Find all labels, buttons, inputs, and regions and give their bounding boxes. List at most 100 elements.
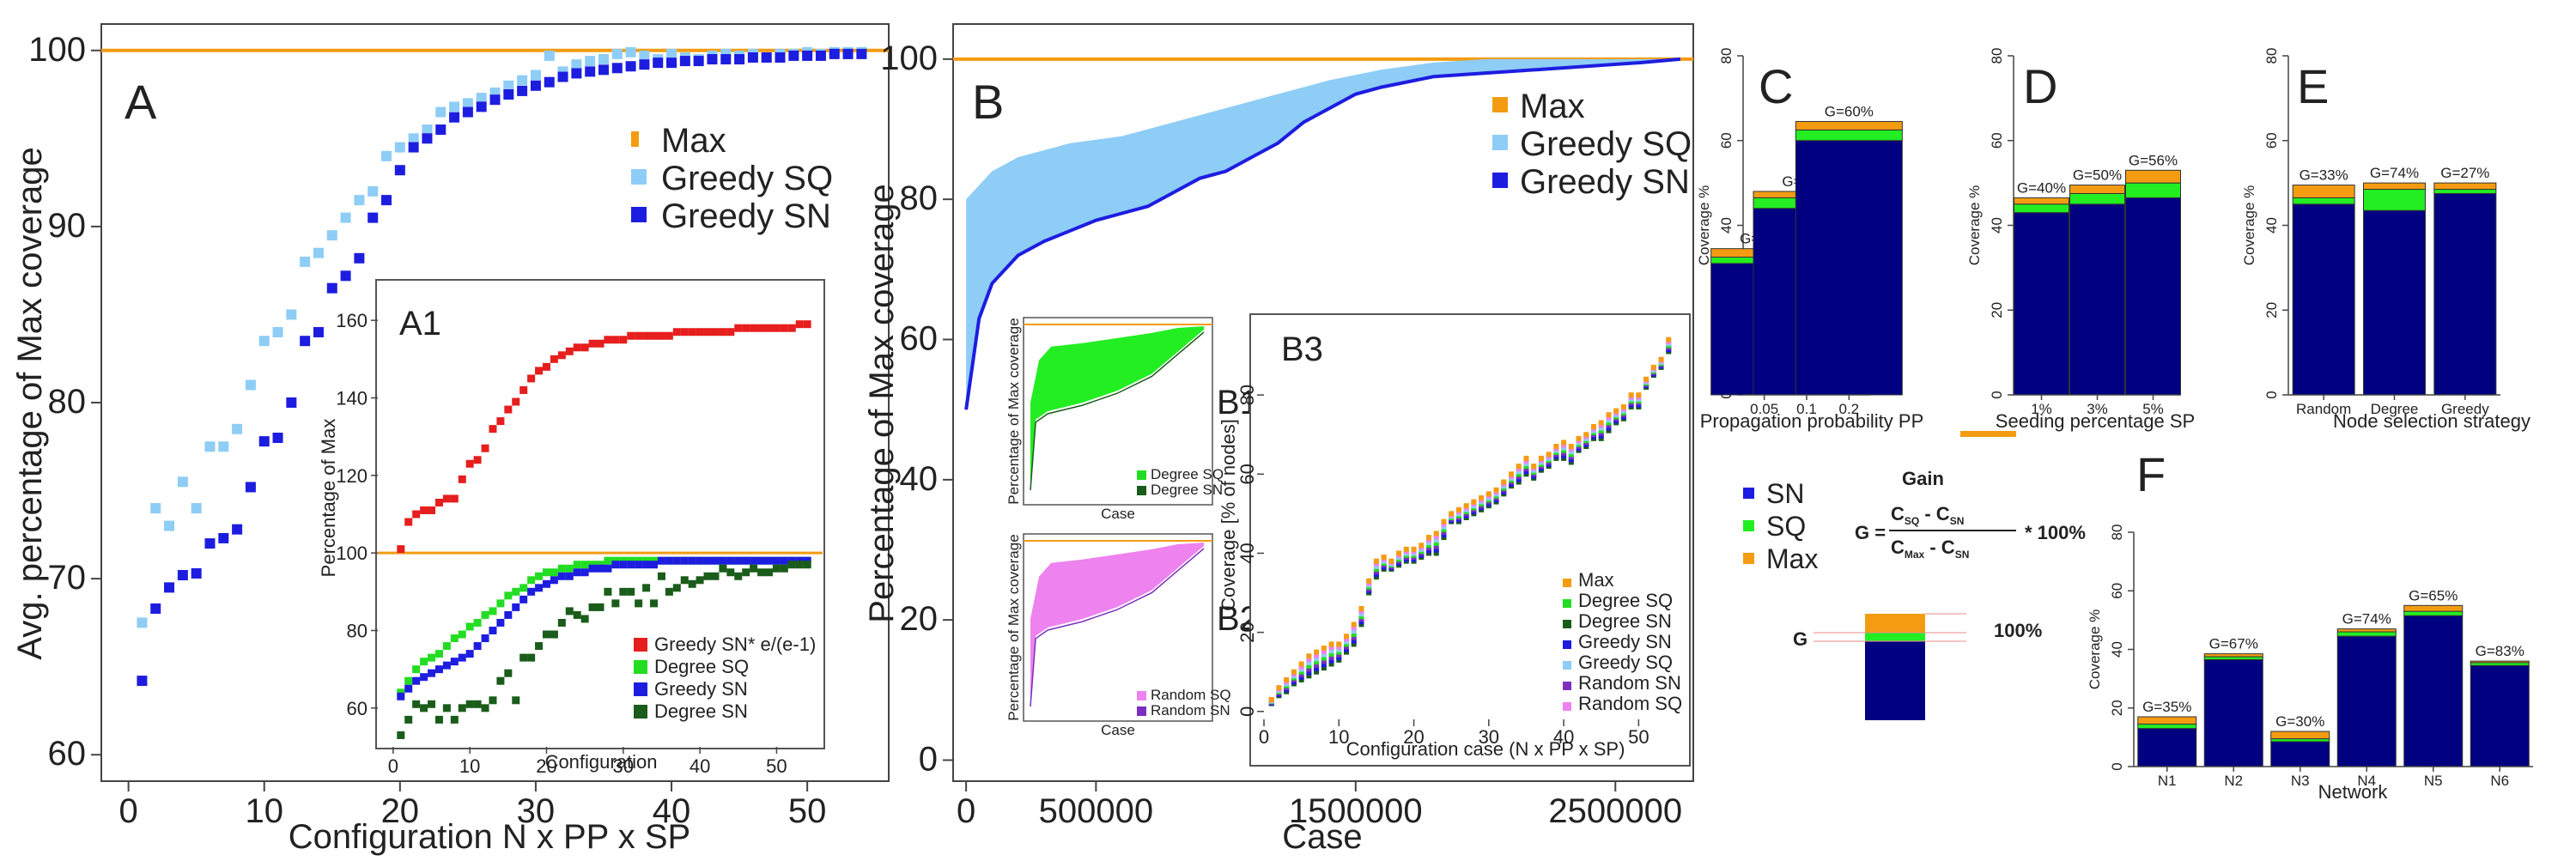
- panel-a-point: [258, 436, 270, 447]
- panel-a1-point: [772, 564, 781, 573]
- panel-a-ytick-label: 70: [48, 559, 87, 597]
- panel-b-legend-item: Greedy SN: [1520, 163, 1690, 201]
- panel-b3-point: [1598, 425, 1604, 431]
- panel-b3-point: [1613, 408, 1619, 414]
- panel-a1-point: [404, 518, 413, 526]
- panel-b3-point: [1426, 548, 1431, 554]
- panel-f-ytick-label: 60: [2109, 583, 2125, 599]
- panel-a1-point: [719, 564, 727, 573]
- panel-a-point: [422, 133, 433, 144]
- panel-a1-point: [565, 572, 574, 580]
- panel-a1-point: [635, 599, 643, 608]
- panel-b3-point: [1419, 543, 1425, 549]
- panel-b3-point: [1568, 446, 1574, 452]
- panel-b3-point: [1306, 659, 1312, 665]
- panel-a1-point: [450, 715, 459, 724]
- panel-b3-point: [1358, 609, 1364, 615]
- panel-a-point: [272, 326, 283, 337]
- panel-b-ytick-label: 60: [900, 320, 939, 358]
- panel-a-point: [300, 256, 311, 267]
- panel-a1-point: [719, 556, 727, 565]
- panel-a-point: [544, 76, 555, 88]
- panel-a1-point: [428, 700, 436, 708]
- panel-a1-point: [565, 347, 574, 355]
- panel-a-point: [625, 46, 636, 58]
- panel-a-point: [340, 212, 351, 223]
- panel-b3-point: [1358, 611, 1364, 617]
- gain-diagram-sn: [1865, 641, 1925, 720]
- panel-b3-point: [1598, 422, 1604, 428]
- panel-a-point: [530, 70, 541, 81]
- panel-a1-point: [458, 704, 466, 712]
- panel-b3-legend-item: Degree SQ: [1578, 590, 1673, 611]
- panel-d-bar-sq: [2069, 192, 2125, 205]
- panel-d-label: D: [2023, 59, 2057, 113]
- panel-d-ytick-label: 20: [1989, 302, 2005, 318]
- panel-b3-point: [1351, 638, 1357, 644]
- panel-a1-point: [604, 564, 612, 573]
- panel-b2-xlabel: Case: [1101, 722, 1135, 738]
- panel-b2-ylabel: Percentage of Max coverage: [1005, 534, 1022, 720]
- panel-b3-point: [1433, 534, 1439, 540]
- panel-a-xlabel: Configuration N x PP x SP: [289, 818, 690, 856]
- panel-a-point: [150, 503, 161, 514]
- panel-a-point: [639, 59, 650, 70]
- panel-e-gain-label: G=33%: [2300, 167, 2348, 184]
- panel-b3-point: [1276, 685, 1282, 691]
- panel-a-point: [815, 50, 826, 61]
- panel-a1-point: [611, 599, 620, 608]
- panel-f-bar-max: [2137, 716, 2197, 725]
- panel-b1-sq-cloud: [1030, 326, 1204, 488]
- panel-b3-point: [1598, 430, 1604, 436]
- panel-a1-point: [719, 328, 727, 337]
- panel-a-label: A: [125, 75, 157, 129]
- panel-b-xtick-label: 0: [957, 792, 975, 830]
- panel-b3-legend-swatch: [1563, 579, 1571, 587]
- panel-b3-point: [1628, 392, 1634, 398]
- panel-b3-point: [1314, 669, 1320, 675]
- panel-a-point: [775, 52, 786, 63]
- panel-b3-point: [1426, 543, 1431, 549]
- panel-a-point: [653, 58, 664, 69]
- panel-b1-sn-line: [1030, 331, 1205, 491]
- panel-c-gain-label: G=60%: [1825, 104, 1874, 120]
- panel-b2-legend-item: Random SN: [1151, 702, 1230, 719]
- panel-a1-point: [604, 336, 612, 344]
- panel-f-gain-label: G=65%: [2409, 587, 2458, 603]
- panel-a1-point: [481, 444, 489, 452]
- panel-a1-point: [496, 676, 505, 685]
- panel-b3-legend-swatch: [1563, 599, 1571, 608]
- panel-b3-point: [1441, 524, 1447, 530]
- gain-formula-lhs: G =: [1855, 522, 1886, 543]
- panel-a-point: [476, 101, 487, 112]
- panel-b3-point: [1336, 644, 1342, 650]
- panel-a-point: [381, 150, 392, 161]
- panel-b3-point: [1576, 435, 1582, 441]
- panel-b3-point: [1485, 491, 1492, 497]
- gain-legend-swatch: [1743, 553, 1754, 564]
- panel-b3-legend-item: Max: [1578, 569, 1614, 591]
- panel-a1-point: [465, 459, 474, 468]
- panel-b3-point: [1351, 628, 1357, 634]
- panel-b-ytick-label: 40: [900, 460, 939, 498]
- panel-a1-point: [542, 568, 550, 577]
- panel-a-ylabel: Avg. percentage of Max coverage: [11, 147, 49, 659]
- panel-a1-point: [642, 331, 651, 340]
- panel-a-point: [218, 532, 229, 543]
- panel-a1-point: [642, 561, 651, 569]
- panel-a-point: [394, 165, 405, 176]
- panel-a1-point: [696, 576, 704, 585]
- panel-c-xtick-label: 0.1: [1796, 401, 1817, 417]
- panel-a1-point: [596, 564, 605, 573]
- panel-a-point: [503, 89, 514, 100]
- panel-a-point: [313, 326, 324, 337]
- panel-e-ytick-label: 80: [2263, 48, 2280, 64]
- panel-a1-point: [550, 630, 558, 639]
- panel-a-xtick-label: 10: [245, 792, 283, 830]
- panel-a-point: [707, 54, 718, 65]
- panel-a1-point: [512, 397, 520, 406]
- panel-a1-point: [657, 556, 665, 565]
- panel-a1-point: [580, 615, 589, 623]
- panel-b3-point: [1441, 529, 1447, 535]
- panel-a1-point: [627, 587, 635, 596]
